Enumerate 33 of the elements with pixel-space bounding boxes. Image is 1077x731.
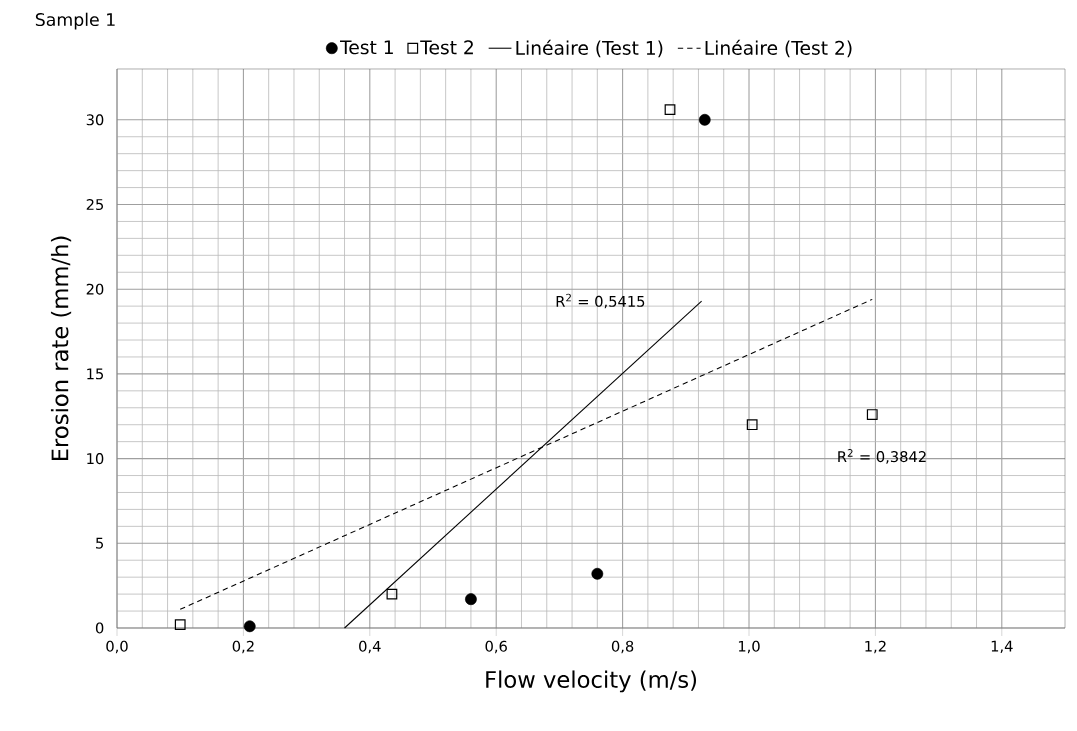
annotation: R$^{2}$ = 0,5415 — [556, 293, 645, 309]
point — [698, 113, 711, 126]
y-axis-title: Erosion rate (mm/h) — [50, 236, 72, 461]
x-tick-label: 0,4 — [359, 640, 381, 654]
x-tick-label: 0,0 — [106, 640, 128, 654]
x-tick-label: 0,2 — [232, 640, 254, 654]
legend-label: Test 2 — [420, 40, 473, 55]
point — [174, 619, 186, 630]
chart-title: Sample 1 — [35, 12, 115, 30]
point — [386, 588, 398, 600]
x-tick-label: 1,4 — [991, 640, 1013, 654]
point — [243, 620, 256, 633]
point — [664, 104, 676, 116]
x-tick-label: 1,0 — [738, 640, 760, 654]
legend-label: Linéaire (Test 1) — [516, 39, 663, 58]
point — [465, 593, 477, 606]
x-tick-label: 0,8 — [611, 640, 634, 654]
y-tick-label: 30 — [86, 114, 104, 126]
y-tick-label: 15 — [87, 368, 104, 380]
point — [746, 419, 758, 431]
point — [866, 409, 878, 420]
legend-label: Test 1 — [340, 40, 393, 55]
annotation: R$^{2}$ = 0,3842 — [838, 449, 926, 464]
legend-label: Linéaire (Test 2) — [705, 39, 852, 58]
point — [591, 567, 604, 580]
y-tick-label: 10 — [87, 453, 104, 465]
y-tick-label: 0 — [95, 622, 104, 634]
y-tick-label: 5 — [96, 537, 104, 549]
x-axis-title: Flow velocity (m/s) — [486, 670, 697, 693]
y-tick-label: 20 — [86, 283, 104, 295]
x-tick-label: 0,6 — [485, 640, 507, 654]
y-tick-label: 25 — [86, 198, 104, 211]
x-tick-label: 1,2 — [865, 640, 886, 654]
